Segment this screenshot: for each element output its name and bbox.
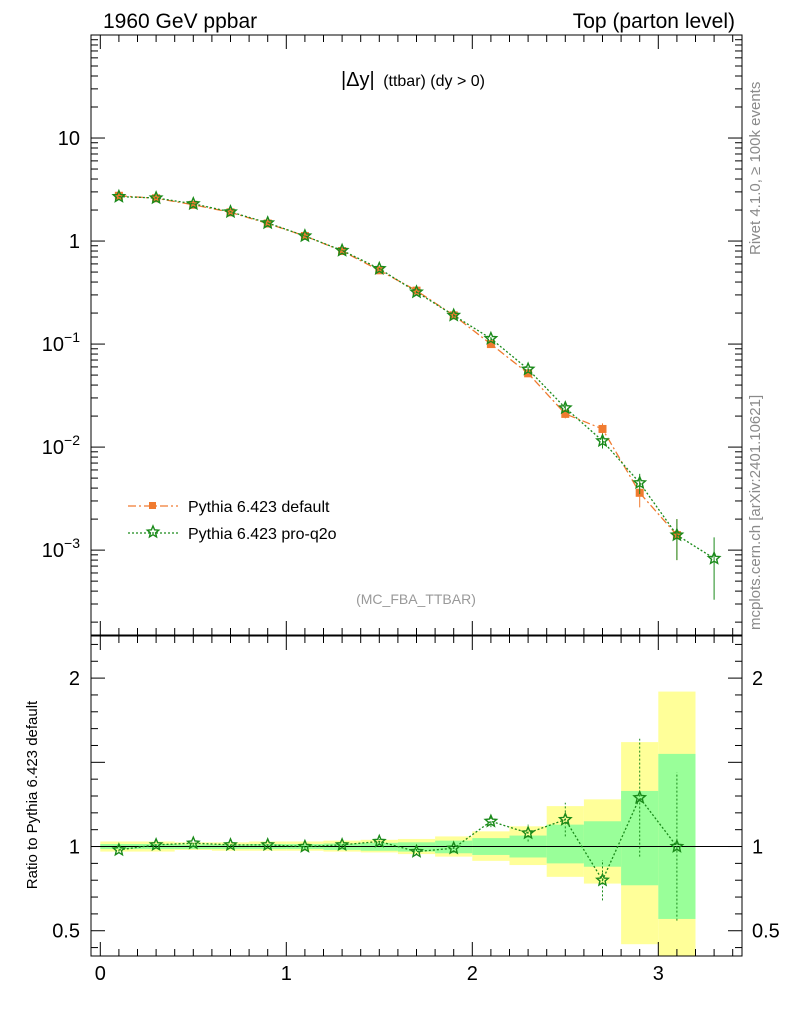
y-tick-label: 10 bbox=[58, 128, 80, 150]
data-point-square bbox=[524, 369, 533, 378]
band-green bbox=[621, 790, 659, 886]
data-point-star bbox=[632, 474, 648, 490]
header-left: 1960 GeV ppbar bbox=[103, 10, 257, 33]
data-point-star bbox=[483, 330, 499, 345]
ratio-ticks bbox=[91, 636, 742, 956]
ratio-point-star bbox=[334, 837, 350, 852]
main-plot: 10 1 10−1 10−2 10−3 |Δy| (ttbar) (dy > 0) (M… bbox=[42, 34, 743, 636]
ratio-y-tick-label-right: 0.5 bbox=[752, 921, 780, 943]
ratio-y-tick-label-left: 2 bbox=[69, 668, 80, 690]
ratio-point-star bbox=[148, 837, 164, 852]
ratio-point-star bbox=[409, 843, 424, 858]
data-point-star bbox=[446, 307, 462, 322]
legend-entry-pro-q2o: Pythia 6.423 pro-q2o bbox=[128, 524, 337, 543]
data-point-square bbox=[598, 424, 607, 433]
data-point-star bbox=[185, 195, 201, 211]
ratio-bands bbox=[100, 691, 696, 956]
ratio-point-star bbox=[669, 838, 685, 853]
plot-title-main: |Δy| bbox=[341, 69, 375, 91]
ratio-point-star bbox=[483, 813, 499, 828]
data-point-star bbox=[297, 228, 313, 243]
ratio-y-tick-label-left: 1 bbox=[69, 837, 80, 859]
plot-title: |Δy| (ttbar) (dy > 0) bbox=[341, 69, 485, 91]
ratio-point-star bbox=[260, 837, 276, 852]
data-point-star bbox=[148, 190, 164, 205]
ratio-point-star bbox=[595, 872, 610, 887]
main-y-tick-labels: 10 1 10−1 10−2 10−3 bbox=[42, 128, 80, 562]
legend-entry-default: Pythia 6.423 default bbox=[128, 499, 330, 516]
rivet-label: Rivet 4.1.0, ≥ 100k events bbox=[747, 82, 764, 255]
ratio-point-star bbox=[371, 833, 387, 848]
ratio-y-tick-label-left: 0.5 bbox=[52, 921, 80, 943]
ratio-point-star bbox=[185, 835, 201, 850]
mcplots-label: mcplots.cern.ch [arXiv:2401.10621] bbox=[747, 395, 764, 630]
x-tick-label: 1 bbox=[281, 963, 292, 985]
data-point-star bbox=[223, 204, 238, 219]
ratio-line bbox=[118, 796, 678, 882]
data-point-star bbox=[334, 242, 350, 257]
header-right: Top (parton level) bbox=[573, 10, 735, 33]
ratio-point-star bbox=[520, 825, 536, 840]
main-plot-frame bbox=[90, 34, 743, 636]
y-tick-label: 10−1 bbox=[42, 329, 80, 356]
legend-marker-default bbox=[149, 502, 156, 509]
x-tick-label: 3 bbox=[653, 963, 664, 985]
ratio-y-tick-label-right: 2 bbox=[752, 668, 763, 690]
series-line-0 bbox=[118, 195, 678, 536]
data-point-square bbox=[114, 191, 123, 200]
data-point-star bbox=[260, 215, 276, 230]
ratio-point-star bbox=[446, 840, 462, 855]
data-point-square bbox=[412, 286, 421, 295]
analysis-tag: (MC_FBA_TTBAR) bbox=[356, 591, 476, 607]
ratio-point-star bbox=[632, 789, 648, 805]
ratio-plot: 2 2 1 1 0.5 0.5 0 1 2 3 Ratio to Pythia 6.423 de… bbox=[24, 635, 780, 985]
data-point-square bbox=[375, 266, 384, 275]
data-point-star bbox=[706, 550, 722, 565]
ratio-series bbox=[111, 738, 685, 921]
main-series bbox=[111, 188, 722, 600]
data-point-star bbox=[371, 260, 387, 275]
data-point-square bbox=[486, 340, 495, 349]
legend-label-default: Pythia 6.423 default bbox=[188, 499, 330, 516]
plot-title-sub: (ttbar) (dy > 0) bbox=[383, 73, 485, 90]
legend-marker-pro-q2o bbox=[145, 524, 161, 539]
y-tick-label: 1 bbox=[69, 231, 80, 253]
ratio-point-star bbox=[223, 837, 238, 852]
data-point-star bbox=[669, 527, 685, 542]
ratio-point-star bbox=[111, 842, 127, 857]
y-tick-label: 10−3 bbox=[42, 535, 80, 562]
main-gridless-ticks bbox=[91, 34, 742, 635]
data-point-star bbox=[557, 400, 573, 415]
ratio-point-star bbox=[297, 838, 313, 853]
x-tick-label: 2 bbox=[467, 963, 478, 985]
legend-label-pro-q2o: Pythia 6.423 pro-q2o bbox=[188, 526, 337, 543]
ratio-ylabel: Ratio to Pythia 6.423 default bbox=[24, 700, 41, 889]
ratio-point-star bbox=[557, 811, 573, 826]
x-tick-label: 0 bbox=[95, 963, 106, 985]
data-point-star bbox=[111, 188, 127, 203]
data-point-square bbox=[561, 409, 570, 418]
y-tick-label: 10−2 bbox=[42, 432, 80, 459]
x-tick-labels: 0 1 2 3 bbox=[95, 963, 664, 985]
ratio-y-tick-labels: 2 2 1 1 0.5 0.5 bbox=[52, 668, 780, 943]
data-point-star bbox=[520, 361, 536, 376]
ratio-y-tick-label-right: 1 bbox=[752, 837, 763, 859]
data-point-square bbox=[189, 200, 198, 209]
data-point-star bbox=[409, 284, 424, 299]
legend: Pythia 6.423 default Pythia 6.423 pro-q2… bbox=[128, 499, 337, 543]
data-point-star bbox=[595, 433, 610, 448]
